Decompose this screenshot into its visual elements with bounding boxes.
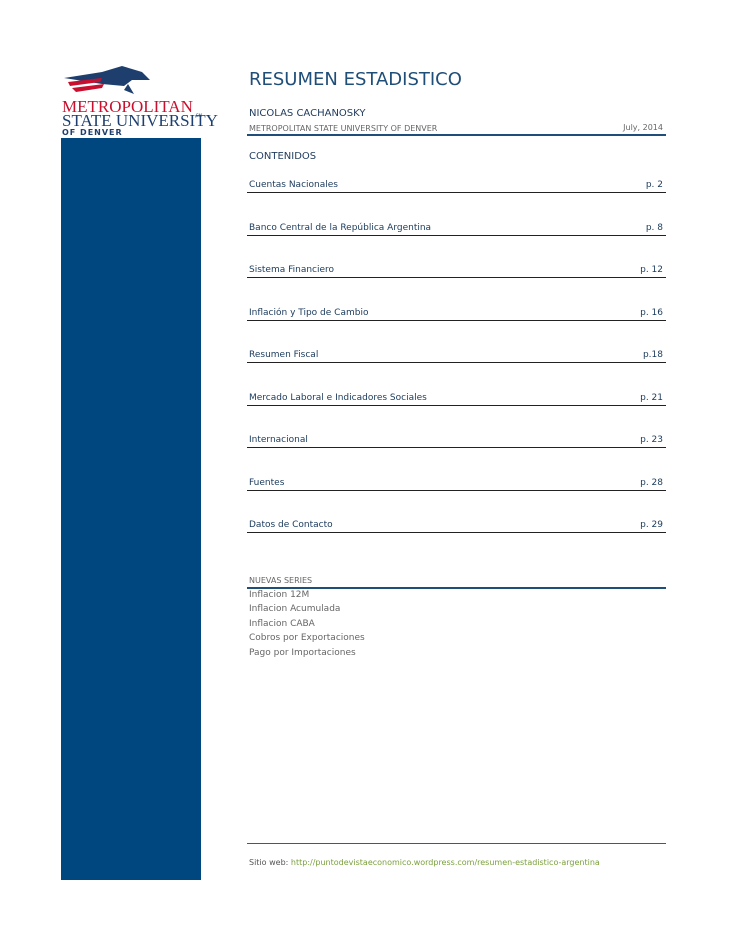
affiliation: METROPOLITAN STATE UNIVERSITY OF DENVER — [249, 124, 438, 133]
header-rule — [247, 134, 666, 136]
toc-label[interactable]: Internacional — [249, 435, 308, 445]
logo-line1: METROPOLITAN — [62, 97, 193, 116]
toc-page[interactable]: p. 16 — [640, 307, 663, 318]
logo-bird — [64, 66, 150, 94]
toc-page[interactable]: p. 23 — [640, 435, 663, 445]
footer: Sitio web: http://puntodevistaeconomico.… — [249, 858, 600, 867]
series-item: Pago por Importaciones — [249, 647, 356, 658]
title: RESUMEN ESTADISTICO — [249, 69, 462, 90]
contents-heading: CONTENIDOS — [249, 151, 317, 162]
toc-rule — [247, 277, 666, 278]
footer-label: Sitio web: — [249, 858, 289, 867]
toc-rule — [247, 447, 666, 448]
side-bar — [61, 138, 201, 880]
series-heading: NUEVAS SERIES — [249, 576, 313, 585]
toc-page[interactable]: p.18 — [642, 350, 663, 360]
logo-mark: SM — [196, 113, 202, 118]
toc-page[interactable]: p. 2 — [645, 180, 663, 190]
toc-page[interactable]: p. 29 — [640, 520, 663, 530]
series-item: Inflacion CABA — [249, 618, 315, 629]
toc-label[interactable]: Mercado Laboral e Indicadores Sociales — [249, 392, 427, 403]
series-item: Cobros por Exportaciones — [249, 633, 365, 644]
author: NICOLAS CACHANOSKY — [249, 108, 366, 119]
toc-rule — [247, 234, 666, 236]
toc-rule — [247, 192, 666, 193]
toc-page[interactable]: p. 28 — [640, 477, 663, 488]
toc-label[interactable]: Inflación y Tipo de Cambio — [249, 307, 369, 318]
toc-rule — [247, 362, 666, 363]
logo-line2: STATE UNIVERSITY — [62, 111, 218, 130]
toc-label[interactable]: Fuentes — [249, 477, 285, 488]
series-rule — [247, 587, 666, 589]
toc-page[interactable]: p. 21 — [640, 392, 663, 403]
toc-page[interactable]: p. 8 — [645, 222, 663, 233]
toc-label[interactable]: Sistema Financiero — [249, 265, 335, 275]
footer-rule — [247, 843, 666, 844]
series-item: Inflacion Acumulada — [249, 604, 341, 615]
date: July, 2014 — [623, 123, 663, 132]
series-item: Inflacion 12M — [249, 590, 310, 600]
toc-label[interactable]: Banco Central de la República Argentina — [249, 222, 432, 233]
toc-page[interactable]: p. 12 — [640, 265, 663, 275]
toc-rule — [247, 404, 666, 406]
toc-rule — [247, 489, 666, 491]
footer-url[interactable]: http://puntodevistaeconomico.wordpress.c… — [290, 858, 600, 867]
toc-label[interactable]: Cuentas Nacionales — [249, 180, 338, 190]
toc-label[interactable]: Datos de Contacto — [249, 520, 333, 530]
toc-rule — [247, 319, 666, 321]
logo-line3: OF DENVER — [62, 128, 123, 137]
toc-rule — [247, 532, 666, 533]
toc-label[interactable]: Resumen Fiscal — [249, 350, 319, 360]
